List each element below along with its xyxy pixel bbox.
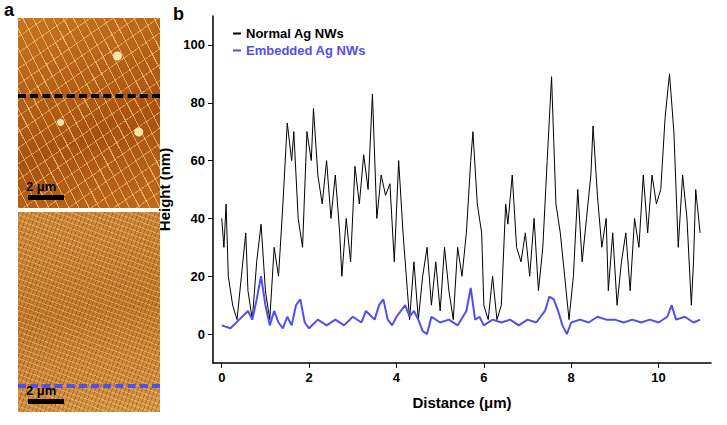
svg-text:6: 6 [480, 370, 487, 385]
svg-text:80: 80 [191, 95, 205, 110]
svg-text:Normal Ag NWs: Normal Ag NWs [246, 26, 344, 41]
svg-text:60: 60 [191, 153, 205, 168]
svg-text:Height (nm): Height (nm) [156, 147, 174, 232]
svg-text:4: 4 [393, 370, 401, 385]
svg-text:20: 20 [191, 269, 205, 284]
svg-text:0: 0 [218, 370, 225, 385]
svg-text:100: 100 [183, 37, 205, 52]
svg-text:Distance (μm): Distance (μm) [412, 394, 511, 411]
svg-text:b: b [173, 4, 184, 24]
svg-text:40: 40 [191, 211, 205, 226]
svg-text:0: 0 [198, 327, 205, 342]
svg-text:2: 2 [305, 370, 312, 385]
svg-text:10: 10 [651, 370, 665, 385]
svg-text:8: 8 [568, 370, 575, 385]
html-text:2 μm: 2 μm [26, 383, 57, 398]
svg-text:Embedded Ag NWs: Embedded Ag NWs [246, 43, 365, 58]
html-text:2 μm: 2 μm [26, 179, 57, 194]
html-text:a: a [4, 0, 14, 20]
